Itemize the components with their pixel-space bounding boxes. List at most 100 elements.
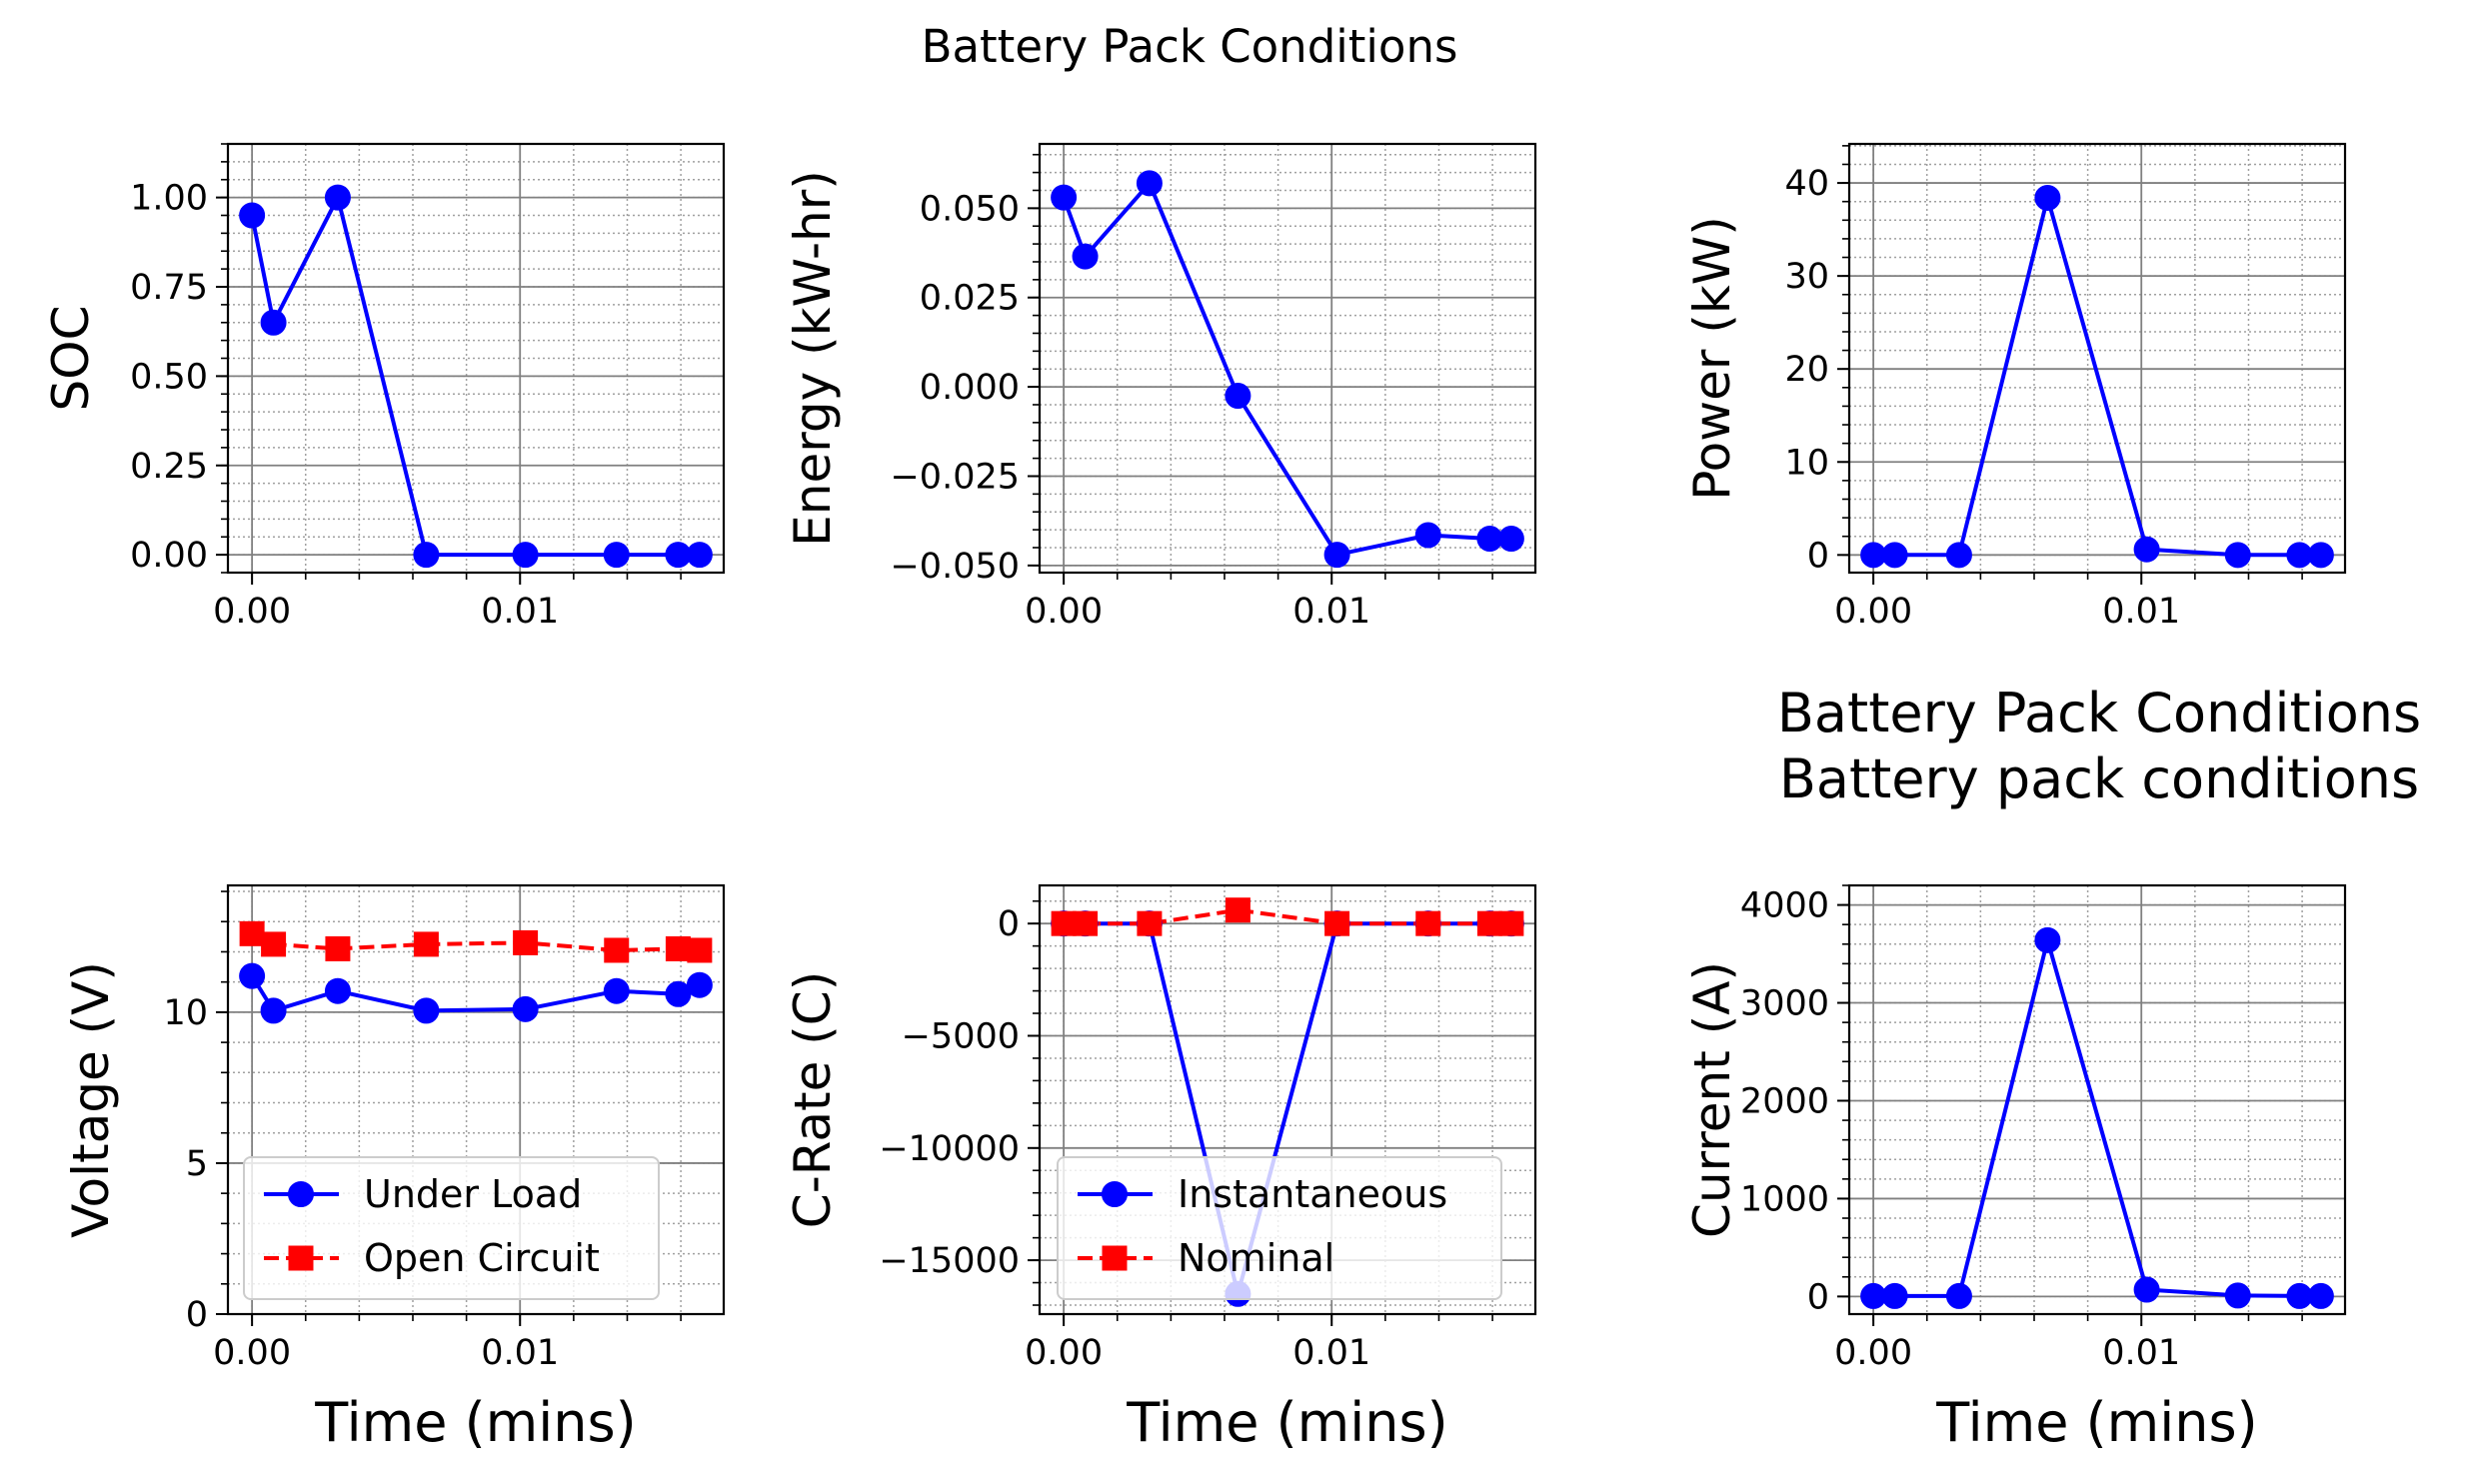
subplot-energy: 0.00 0.01 −0.050 −0.025 0.000 0.025 0.050 Energ… (784, 142, 1537, 632)
y-tick-label: 1.00 (130, 179, 208, 219)
y-tick-label: −0.025 (890, 457, 1020, 497)
legend-box (243, 1156, 660, 1300)
y-tick-label: 0 (998, 904, 1020, 944)
y-tick-label: 0.050 (920, 189, 1020, 229)
data-point-energy-0 (1225, 383, 1251, 410)
x-tick-label: 0.00 (1025, 1333, 1103, 1373)
x-tick-label: 0.00 (1025, 592, 1103, 632)
legend-marker (288, 1245, 314, 1271)
axes-frame-crate (1038, 883, 1537, 1316)
data-point-power-0 (1881, 542, 1908, 569)
y-tick-label: −10000 (879, 1129, 1020, 1169)
data-point-voltage-1 (239, 920, 265, 946)
y-tick-label: 0.000 (920, 368, 1020, 408)
subplot-current: 0.00 0.01 0 1000 2000 3000 4000 Current (A) Time… (1683, 883, 2347, 1454)
subplot-crate: 0.00 0.01 −15000 −10000 −5000 0 C-Rate (C) Time… (784, 883, 1537, 1454)
y-tick-label: 0.50 (130, 357, 208, 397)
x-axis-label: Time (mins) (314, 1391, 636, 1454)
y-axis-label: Current (A) (1683, 961, 1741, 1238)
data-point-voltage-0 (260, 997, 287, 1024)
y-tick-label: −0.050 (890, 547, 1020, 587)
y-tick-label: −15000 (879, 1241, 1020, 1281)
secondary-title-line-2: Battery pack conditions (1779, 747, 2419, 810)
y-tick-label: 20 (1784, 350, 1829, 390)
data-point-current-0 (2133, 1276, 2160, 1303)
data-point-energy-0 (1323, 542, 1350, 569)
data-point-crate-1 (1476, 910, 1502, 936)
data-point-voltage-0 (686, 971, 713, 998)
y-tick-label: 40 (1784, 164, 1829, 204)
y-axis-label: SOC (42, 305, 100, 411)
data-point-voltage-1 (261, 931, 287, 957)
y-axis-label: Energy (kW-hr) (784, 170, 842, 547)
data-point-voltage-1 (665, 935, 691, 961)
data-point-voltage-1 (687, 937, 713, 963)
x-tick-label: 0.01 (1292, 592, 1370, 632)
data-point-voltage-0 (239, 962, 266, 989)
x-tick-label: 0.01 (1292, 1333, 1370, 1373)
axes-frame-power (1847, 142, 2347, 575)
y-axis-label: Power (kW) (1683, 216, 1741, 500)
data-point-soc-0 (603, 542, 630, 569)
data-point-voltage-0 (512, 995, 539, 1022)
grid-power (1849, 144, 2345, 573)
data-point-soc-0 (324, 184, 351, 211)
data-point-power-0 (1945, 542, 1972, 569)
legend-label: Under Load (364, 1172, 582, 1216)
axes-frame-energy (1038, 142, 1537, 575)
x-tick-label: 0.00 (213, 1333, 291, 1373)
subplot-voltage: 0.00 0.01 0 5 10 Voltage (V) Time (mins) Under … (62, 883, 726, 1454)
data-point-current-0 (1945, 1282, 1972, 1309)
y-tick-label: 30 (1784, 257, 1829, 297)
x-axis-label: Time (mins) (1935, 1391, 2257, 1454)
data-point-voltage-1 (513, 929, 539, 955)
subplot-power: 0.00 0.01 0 10 20 30 40 Power (kW) (1683, 142, 2347, 632)
y-tick-label: 0.75 (130, 268, 208, 308)
data-point-soc-0 (512, 542, 539, 569)
figure-suptitle: Battery Pack Conditions (922, 20, 1458, 73)
data-point-crate-1 (1498, 910, 1524, 936)
data-point-energy-0 (1136, 170, 1163, 197)
data-point-current-0 (2224, 1282, 2251, 1309)
y-tick-label: 3000 (1740, 984, 1829, 1024)
x-tick-label: 0.00 (1834, 592, 1912, 632)
y-tick-label: 0.025 (920, 279, 1020, 319)
data-point-current-0 (2034, 926, 2061, 953)
data-point-power-0 (2307, 542, 2334, 569)
x-tick-label: 0.00 (213, 592, 291, 632)
data-point-power-0 (2224, 542, 2251, 569)
data-point-crate-1 (1137, 910, 1163, 936)
data-point-energy-0 (1497, 526, 1524, 553)
data-point-crate-1 (1415, 910, 1441, 936)
x-tick-label: 0.01 (2102, 1333, 2180, 1373)
data-point-current-0 (1881, 1282, 1908, 1309)
data-point-crate-1 (1225, 897, 1250, 923)
y-tick-label: 0 (1807, 1277, 1829, 1317)
y-tick-label: 5 (186, 1144, 208, 1184)
legend-marker (288, 1181, 314, 1207)
legend-box (1057, 1156, 1502, 1300)
y-tick-label: 10 (1784, 443, 1829, 483)
legend-voltage: Under Load Open Circuit (243, 1156, 660, 1300)
y-tick-label: 0 (1807, 536, 1829, 576)
data-point-voltage-0 (603, 977, 630, 1004)
legend-crate: Instantaneous Nominal (1057, 1156, 1502, 1300)
data-point-soc-0 (260, 309, 287, 336)
legend-marker (1102, 1245, 1128, 1271)
data-point-soc-0 (413, 542, 440, 569)
data-point-current-0 (2307, 1282, 2334, 1309)
y-tick-label: 1000 (1740, 1179, 1829, 1219)
y-tick-label: 0 (186, 1295, 208, 1335)
data-point-voltage-0 (324, 977, 351, 1004)
data-point-crate-1 (1073, 910, 1099, 936)
data-point-voltage-0 (413, 997, 440, 1024)
data-point-voltage-1 (325, 935, 351, 961)
data-point-soc-0 (239, 202, 266, 229)
y-tick-label: 0.00 (130, 536, 208, 576)
subplot-soc: 0.00 0.01 0.00 0.25 0.50 0.75 1.00 SOC (42, 142, 726, 632)
axes-frame-soc (226, 142, 726, 575)
y-tick-label: 4000 (1740, 886, 1829, 926)
y-tick-label: 2000 (1740, 1081, 1829, 1121)
data-point-crate-1 (1324, 910, 1350, 936)
